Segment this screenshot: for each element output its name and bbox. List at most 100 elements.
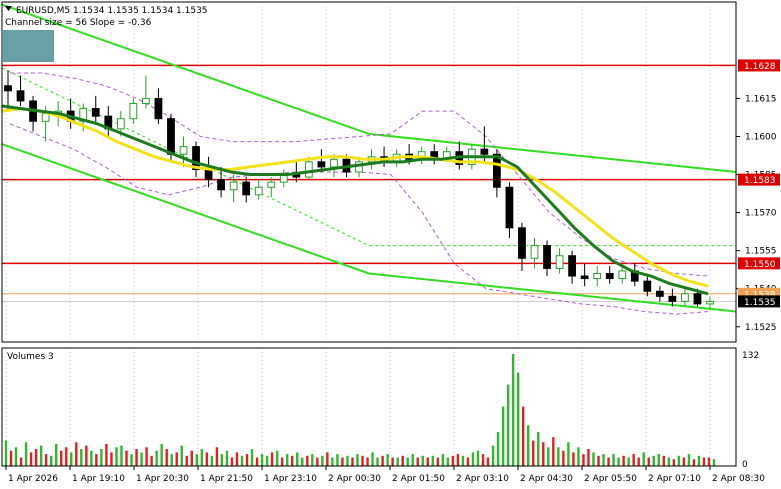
- volume-bar: [346, 455, 349, 466]
- time-tick-label: 2 Apr 05:50: [584, 474, 637, 484]
- price-tick-label: 1.1615: [745, 94, 777, 104]
- volume-bar: [220, 454, 224, 466]
- volume-bar: [682, 457, 686, 466]
- volume-bars: [4, 354, 716, 466]
- volume-bar: [296, 452, 299, 466]
- volume-bar: [120, 445, 123, 466]
- volume-bar: [321, 455, 324, 466]
- volume-bar: [662, 455, 665, 466]
- volume-bar: [471, 452, 475, 466]
- candle-body: [41, 113, 50, 122]
- volume-bar: [14, 447, 18, 466]
- ma-fast-line: [1, 104, 709, 296]
- volume-bar: [285, 454, 289, 466]
- volume-bar: [170, 454, 173, 466]
- volume-bar: [326, 452, 329, 466]
- volume-bar: [366, 457, 369, 466]
- volume-bar: [451, 455, 455, 466]
- volume-bar: [235, 452, 239, 466]
- volume-bar: [712, 459, 716, 466]
- volume-bar: [316, 457, 319, 466]
- volume-bar: [521, 406, 525, 466]
- candle-body: [142, 97, 150, 104]
- volume-bar: [481, 454, 485, 466]
- volume-bar: [311, 454, 314, 466]
- price-pane-border: [1, 1, 737, 343]
- volume-bar: [652, 455, 655, 466]
- volume-bar: [486, 457, 490, 466]
- volume-bar: [255, 457, 259, 466]
- volume-bar: [9, 450, 13, 466]
- volume-bar: [692, 459, 696, 466]
- time-tick-label: 2 Apr 04:30: [520, 474, 573, 484]
- candle-body: [16, 90, 25, 102]
- candle-body: [204, 168, 213, 181]
- candle-body: [267, 181, 276, 188]
- volume-bar: [496, 432, 500, 466]
- volume-bar: [617, 457, 620, 466]
- volume-bar: [416, 457, 419, 466]
- volume-bar: [44, 454, 48, 466]
- candle-body: [655, 290, 664, 297]
- level-badge: [738, 257, 780, 270]
- candle-body: [242, 181, 251, 196]
- volume-bar: [527, 425, 530, 466]
- volume-bar: [49, 455, 53, 466]
- candle-body: [179, 146, 188, 155]
- volume-bar: [160, 443, 163, 466]
- volume-bar: [582, 454, 585, 466]
- volume-bar: [195, 454, 199, 466]
- price-tick-label: 1.1525: [745, 323, 777, 333]
- volume-bar: [225, 450, 229, 466]
- volume-bar: [622, 455, 625, 466]
- volume-bar: [557, 447, 560, 466]
- time-tick-label: 1 Apr 19:10: [72, 474, 125, 484]
- volume-bar: [95, 454, 98, 466]
- candle-body: [192, 146, 200, 170]
- volume-bar: [456, 454, 460, 466]
- volume-bar: [381, 455, 384, 466]
- volume-bar: [386, 454, 389, 466]
- candle-body: [217, 179, 225, 191]
- volume-bar: [466, 457, 470, 466]
- level-badge: [738, 59, 780, 72]
- time-tick-label: 2 Apr 08:30: [712, 474, 765, 484]
- candle-body: [618, 270, 627, 280]
- volume-bar: [532, 440, 535, 466]
- volume-pane-border: [1, 347, 737, 467]
- volume-bar: [306, 455, 309, 466]
- candle-body: [555, 255, 564, 269]
- volume-bar: [205, 452, 209, 466]
- candle-body: [229, 181, 238, 191]
- volume-bar: [461, 455, 465, 466]
- candle-body: [317, 161, 326, 168]
- volume-bar: [245, 454, 249, 466]
- volume-bar: [411, 454, 414, 466]
- volume-bar: [175, 452, 178, 466]
- volume-bar: [29, 452, 33, 466]
- time-tick-label: 2 Apr 03:10: [456, 474, 509, 484]
- volume-bar: [301, 457, 304, 466]
- volume-bar: [150, 455, 153, 466]
- time-axis: 1 Apr 2026 1 Apr 19:10 1 Apr 20:30 1 Apr 21…: [5, 466, 765, 484]
- volume-bar: [165, 449, 168, 466]
- volume-bar: [55, 443, 58, 466]
- candle-body: [681, 293, 689, 302]
- volume-bar: [230, 457, 234, 466]
- volume-bar: [542, 442, 545, 466]
- volume-bar: [602, 454, 605, 466]
- time-tick-label: 2 Apr 07:10: [648, 474, 701, 484]
- volume-bar: [155, 450, 158, 466]
- collapse-triangle-icon[interactable]: [5, 6, 12, 11]
- volume-bar: [90, 450, 93, 466]
- volume-bar: [426, 457, 429, 466]
- volume-bar: [376, 457, 379, 466]
- volume-bar: [140, 452, 143, 466]
- volume-bar: [562, 450, 565, 466]
- regression-channel: [1, 3, 737, 313]
- level-badge-label: 1.1583: [744, 176, 776, 186]
- candle-body: [543, 245, 551, 269]
- volume-bar: [421, 455, 424, 466]
- volume-bar: [401, 455, 404, 466]
- volume-bar: [587, 449, 590, 466]
